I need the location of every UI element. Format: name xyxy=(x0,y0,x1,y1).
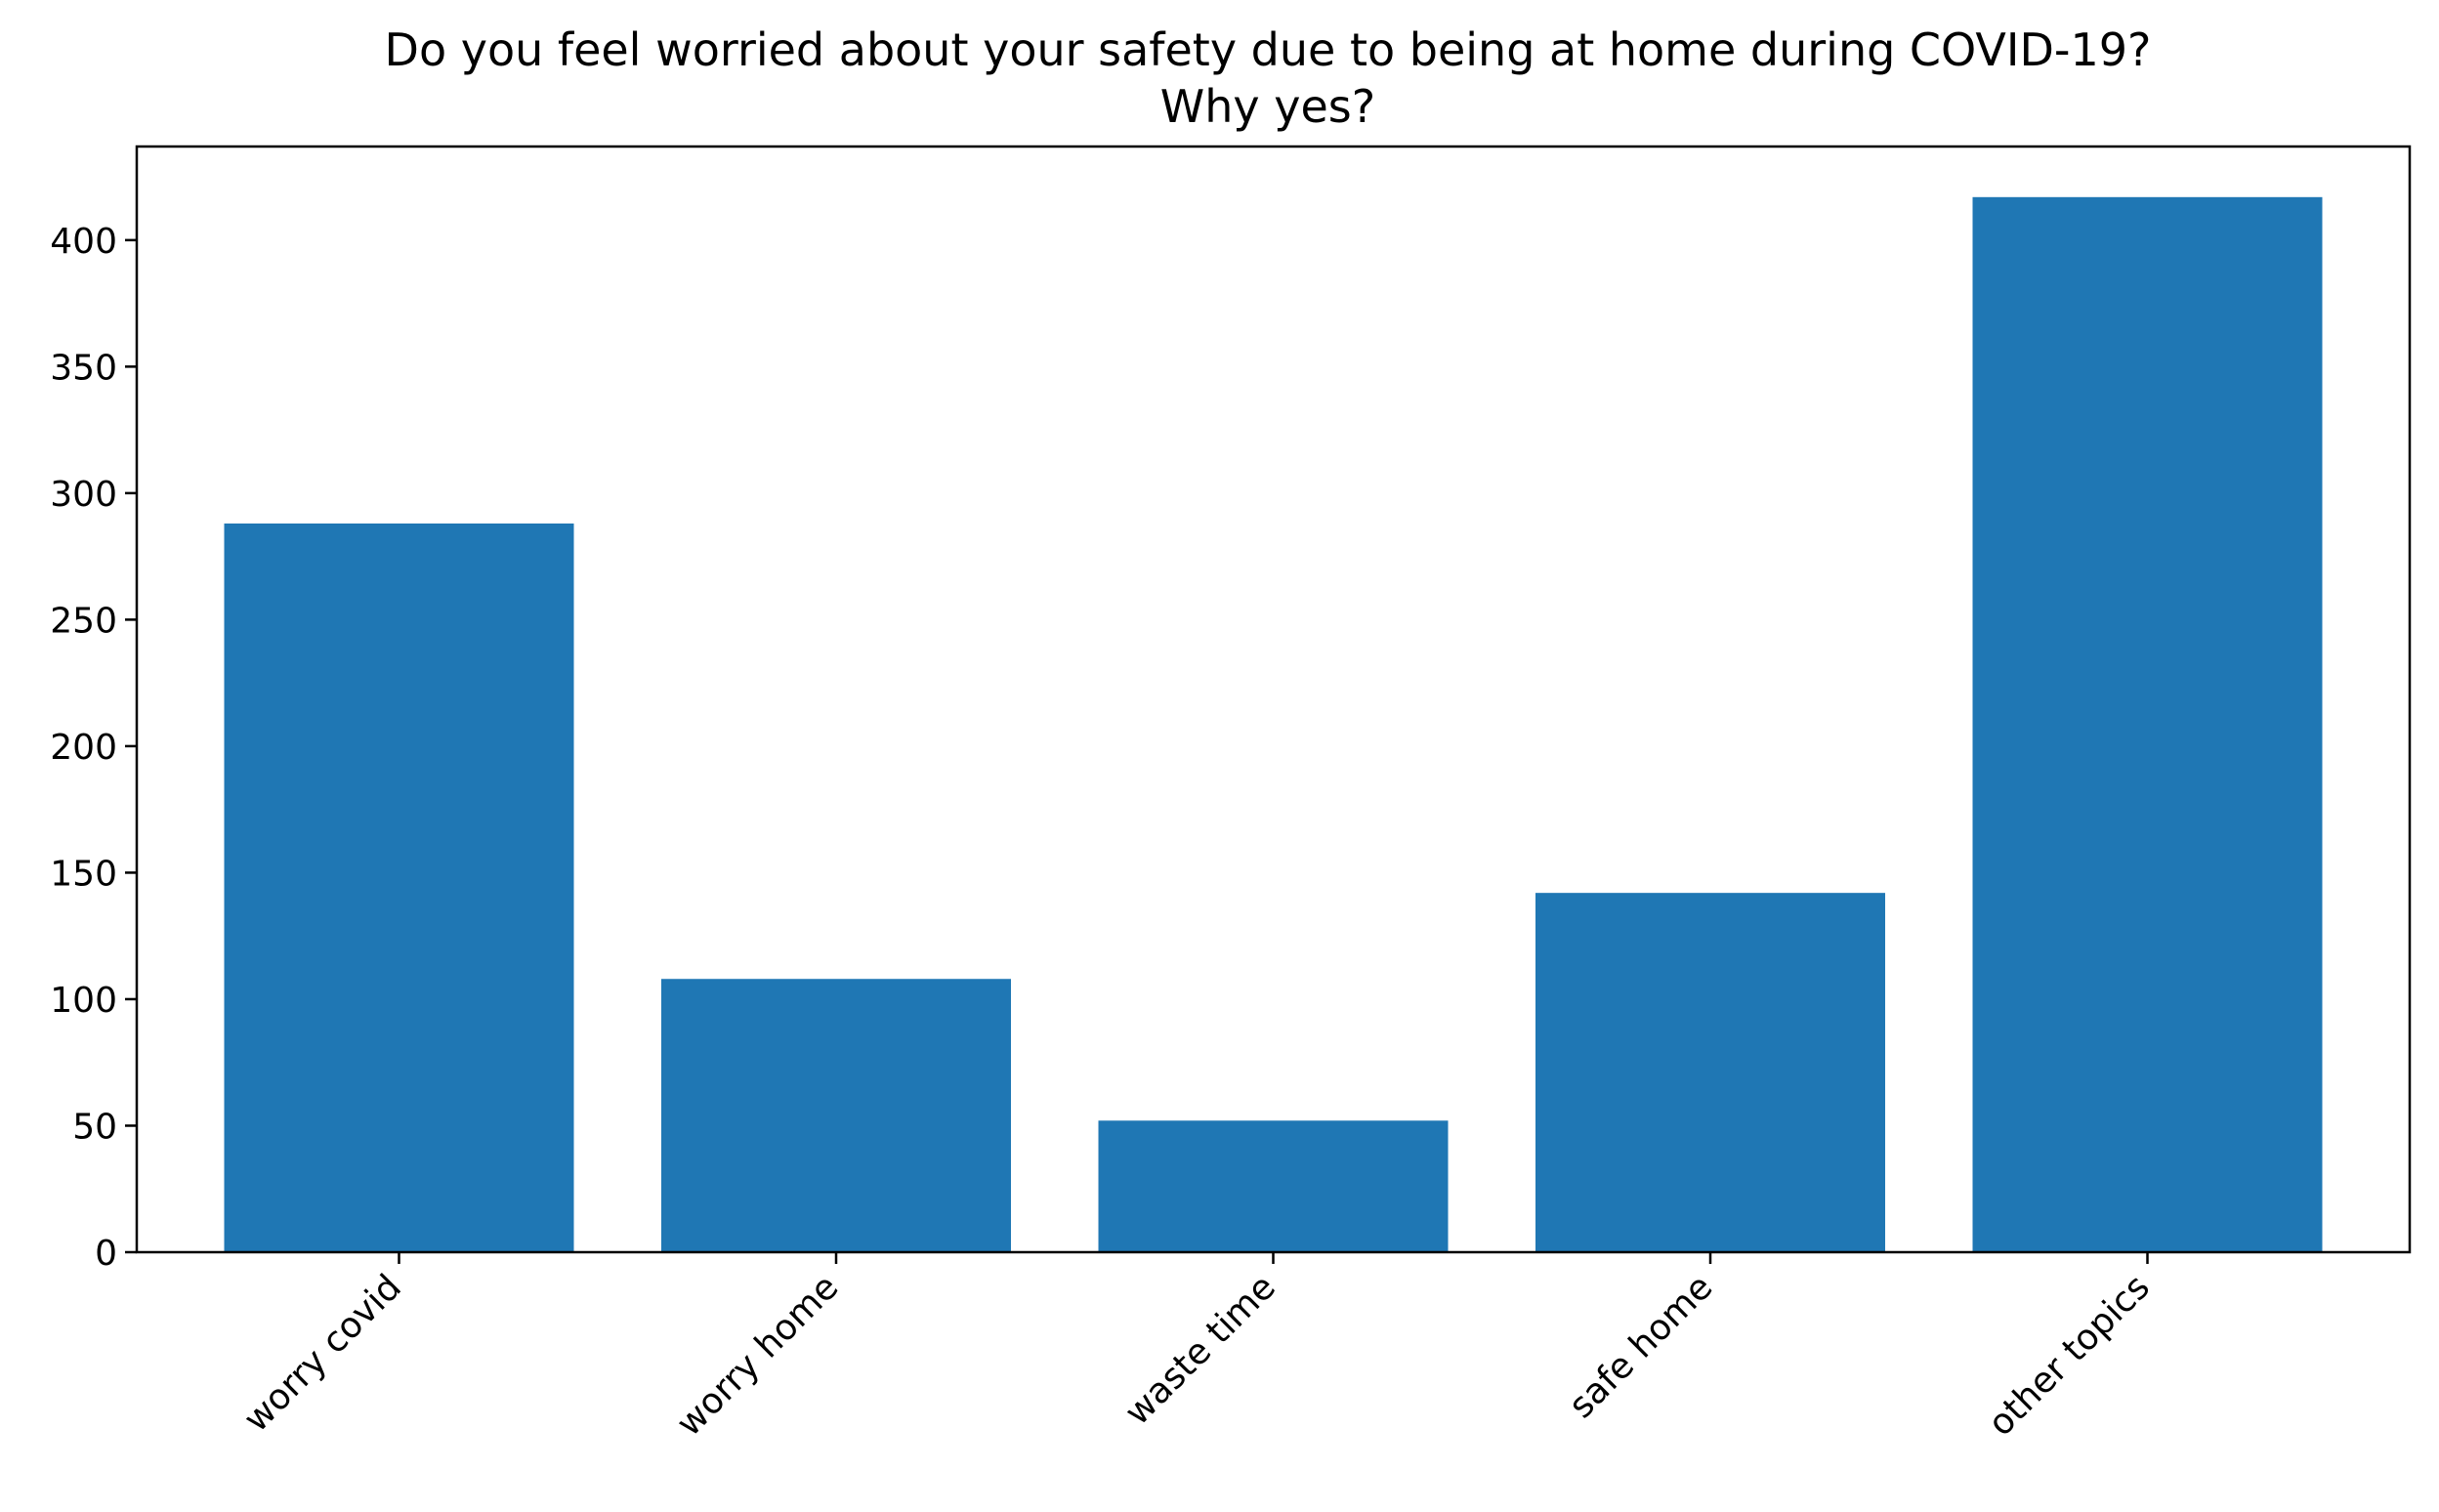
chart-subtitle: Why yes? xyxy=(1160,80,1375,133)
y-axis: 0 50 100 150 200 250 300 350 400 xyxy=(50,222,137,1274)
bar-safe-home xyxy=(1535,893,1885,1252)
bar-other-topics xyxy=(1972,196,2323,1253)
chart-title: Do you feel worried about your safety du… xyxy=(385,23,2152,76)
y-tick-label: 400 xyxy=(50,222,117,262)
y-tick-label: 250 xyxy=(50,601,117,641)
y-tick-label: 200 xyxy=(50,728,117,768)
y-tick-label: 50 xyxy=(72,1107,117,1147)
y-tick-label: 350 xyxy=(50,348,117,388)
y-tick-label: 0 xyxy=(95,1234,117,1274)
y-tick-label: 300 xyxy=(50,475,117,515)
bar-waste-time xyxy=(1098,1120,1449,1252)
bar-worry-covid xyxy=(224,523,574,1252)
bar-worry-home xyxy=(661,979,1011,1252)
bars-group xyxy=(224,196,2323,1253)
y-tick-label: 100 xyxy=(50,981,117,1021)
y-tick-label: 150 xyxy=(50,854,117,894)
plot-area-frame xyxy=(135,145,2412,1254)
